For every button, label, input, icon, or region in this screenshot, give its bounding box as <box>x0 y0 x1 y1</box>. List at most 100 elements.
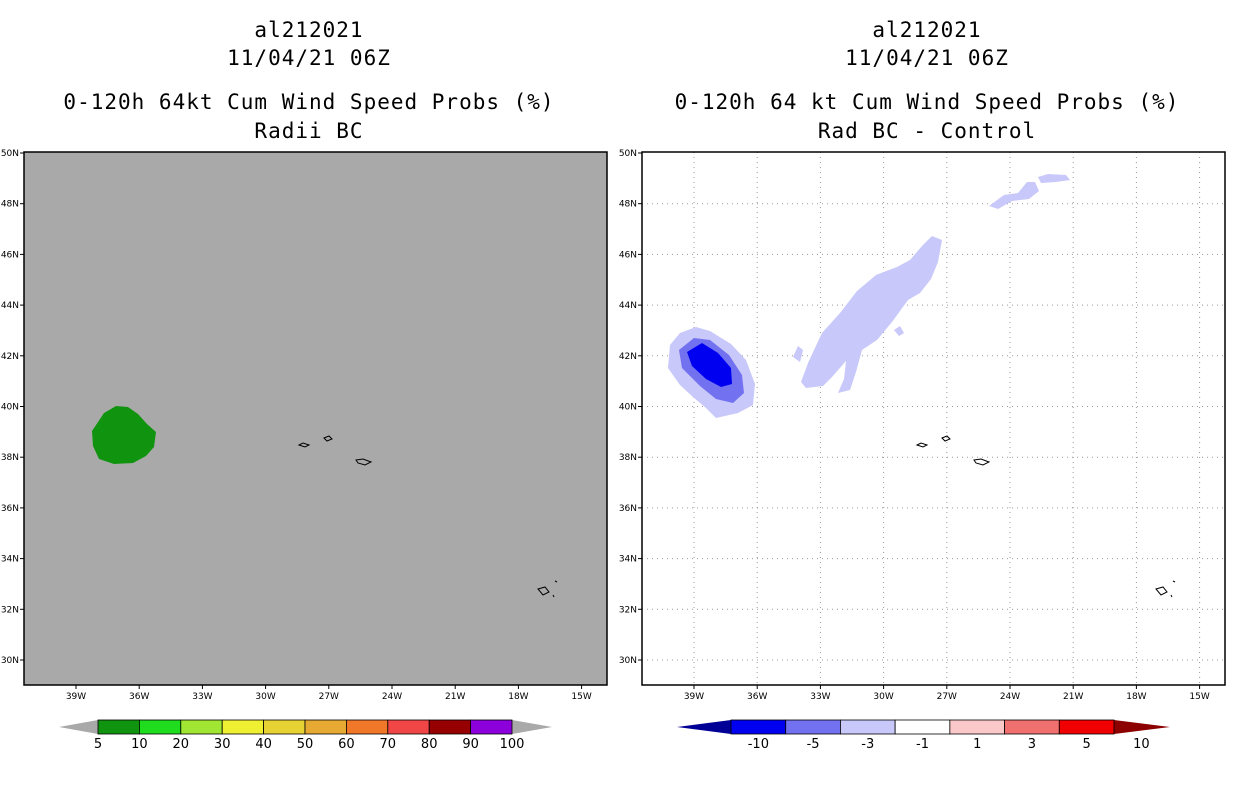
right-islands <box>915 435 1176 598</box>
colorbar-label: 3 <box>1028 737 1036 752</box>
colorbar-swatch <box>840 719 896 735</box>
island-flores <box>297 442 311 448</box>
island-madeira <box>1155 586 1168 596</box>
colorbar-label: 30 <box>214 737 231 752</box>
lon-label: 30W <box>255 692 275 702</box>
lon-label: 18W <box>1126 692 1146 702</box>
lat-label: 42N <box>1 352 19 362</box>
colorbar-label: -1 <box>916 737 929 752</box>
left-colorbar: 5 10 20 30 40 50 60 70 80 90 100 <box>59 719 552 752</box>
lat-label: 32N <box>619 605 637 615</box>
lon-label: 24W <box>382 692 402 702</box>
colorbar-label: 80 <box>421 737 438 752</box>
diff-dot-b <box>894 326 904 336</box>
lat-label: 38N <box>1 453 19 463</box>
left-colorbar-over-arrow <box>512 720 552 734</box>
colorbar-label: 70 <box>380 737 397 752</box>
colorbar-label: -5 <box>807 737 820 752</box>
right-map-frame <box>641 151 1226 686</box>
colorbar-swatch <box>304 719 347 735</box>
right-colorbar-over-arrow <box>1114 720 1170 734</box>
lat-label: 40N <box>1 403 19 413</box>
right-panel: al212021 11/04/21 06Z 0-120h 64 kt Cum W… <box>618 0 1236 800</box>
lon-label: 21W <box>445 692 465 702</box>
left-subtitle: Radii BC <box>254 119 364 143</box>
lon-label: 30W <box>873 692 893 702</box>
left-title: 0-120h 64kt Cum Wind Speed Probs (%) <box>63 90 555 114</box>
left-colorbar-labels: 5 10 20 30 40 50 60 70 80 90 100 <box>94 737 525 752</box>
right-colorbar-under-arrow <box>677 720 731 734</box>
right-lat-labels: 30N 32N 34N 36N 38N 40N 42N 44N 46N 48N 50N <box>619 149 642 666</box>
lon-label: 27W <box>937 692 957 702</box>
lon-label: 15W <box>571 692 591 702</box>
colorbar-swatch <box>345 719 389 735</box>
left-lon-labels: 39W 36W 33W 30W 27W 24W 21W 18W 15W <box>66 685 592 702</box>
lon-label: 33W <box>192 692 212 702</box>
lat-label: 46N <box>619 250 637 260</box>
probability-field <box>92 406 156 464</box>
left-lat-labels: 30N 32N 34N 36N 38N 40N 42N 44N 46N 48N 50N <box>1 149 24 666</box>
colorbar-swatch <box>785 719 841 735</box>
colorbar-swatch <box>428 719 472 735</box>
colorbar-label: 5 <box>94 737 102 752</box>
lon-label: 36W <box>747 692 767 702</box>
colorbar-swatch <box>180 719 223 735</box>
lon-label: 36W <box>129 692 149 702</box>
lon-label: 27W <box>319 692 339 702</box>
colorbar-label: 60 <box>338 737 355 752</box>
lat-label: 36N <box>1 504 19 514</box>
right-colorbar-labels: -10 -5 -3 -1 1 3 5 10 <box>748 737 1150 752</box>
lat-label: 40N <box>619 403 637 413</box>
right-map-gridlines <box>642 152 1225 685</box>
lat-label: 46N <box>1 250 19 260</box>
left-colorbar-under-arrow <box>59 720 98 734</box>
island-porto-santo <box>552 580 558 598</box>
colorbar-swatch <box>97 719 140 735</box>
lon-label: 18W <box>508 692 528 702</box>
right-map: 30N 32N 34N 36N 38N 40N 42N 44N 46N 48N 50N 39W 36W… <box>619 149 1226 702</box>
colorbar-label: 10 <box>1133 737 1150 752</box>
left-map: 30N 32N 34N 36N 38N 40N 42N 44N 46N 48N 50N 39W 36W… <box>1 149 608 702</box>
lat-label: 42N <box>619 352 637 362</box>
lat-label: 30N <box>619 656 637 666</box>
right-lon-labels: 39W 36W 33W 30W 27W 24W 21W 18W 15W <box>684 685 1210 702</box>
diff-band-north-a <box>989 182 1039 209</box>
colorbar-label: -3 <box>861 737 874 752</box>
colorbar-label: 100 <box>500 737 525 752</box>
lon-label: 15W <box>1189 692 1209 702</box>
lon-label: 33W <box>810 692 830 702</box>
lat-label: 44N <box>619 301 637 311</box>
diff-band-north-b <box>1038 174 1070 183</box>
left-panel: al212021 11/04/21 06Z 0-120h 64kt Cum Wi… <box>1 18 608 752</box>
colorbar-label: 1 <box>973 737 981 752</box>
island-graciosa <box>941 435 951 442</box>
lat-label: 38N <box>619 453 637 463</box>
island-sao-miguel <box>973 458 991 466</box>
difference-field <box>668 174 1070 418</box>
left-storm-id: al212021 <box>254 18 364 42</box>
left-map-frame <box>23 151 608 686</box>
island-sao-miguel <box>355 458 373 466</box>
colorbar-swatch <box>894 719 951 735</box>
island-madeira <box>537 586 550 596</box>
colorbar-label: -10 <box>748 737 769 752</box>
colorbar-swatch <box>221 719 264 735</box>
island-graciosa <box>323 435 333 442</box>
lon-label: 21W <box>1063 692 1083 702</box>
lon-label: 39W <box>684 692 704 702</box>
colorbar-label: 10 <box>131 737 148 752</box>
right-subtitle: Rad BC - Control <box>817 119 1037 143</box>
lon-label: 24W <box>1000 692 1020 702</box>
left-colorbar-swatches <box>59 719 552 735</box>
colorbar-swatch <box>387 719 430 735</box>
colorbar-swatch <box>470 719 513 735</box>
right-datetime: 11/04/21 06Z <box>845 46 1009 70</box>
left-islands <box>297 435 558 598</box>
colorbar-label: 5 <box>1083 737 1091 752</box>
lat-label: 30N <box>1 656 19 666</box>
colorbar-swatch <box>1004 719 1060 735</box>
lat-label: 32N <box>1 605 19 615</box>
colorbar-label: 50 <box>297 737 314 752</box>
right-colorbar-swatches <box>677 719 1170 735</box>
colorbar-swatch <box>730 719 787 735</box>
